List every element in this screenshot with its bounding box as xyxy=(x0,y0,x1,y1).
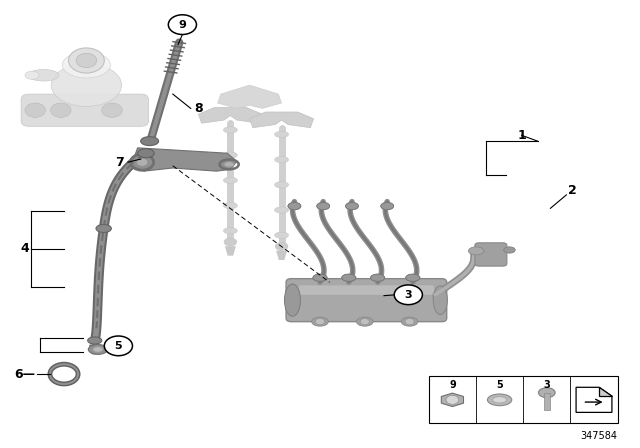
Text: 7: 7 xyxy=(115,155,124,169)
Ellipse shape xyxy=(313,274,327,281)
Ellipse shape xyxy=(275,232,289,238)
Circle shape xyxy=(104,336,132,356)
Text: 1: 1 xyxy=(517,129,526,142)
Ellipse shape xyxy=(288,202,301,210)
Ellipse shape xyxy=(493,397,507,403)
Circle shape xyxy=(394,285,422,305)
Text: 8: 8 xyxy=(194,102,203,115)
Ellipse shape xyxy=(28,69,59,81)
Text: 5: 5 xyxy=(115,341,122,351)
Ellipse shape xyxy=(317,202,330,210)
Ellipse shape xyxy=(371,274,385,281)
Bar xyxy=(543,392,550,409)
Ellipse shape xyxy=(224,238,237,246)
Text: 3: 3 xyxy=(404,290,412,300)
Ellipse shape xyxy=(406,274,420,281)
Ellipse shape xyxy=(223,202,237,209)
Polygon shape xyxy=(250,112,314,128)
Ellipse shape xyxy=(88,337,102,344)
Text: 3: 3 xyxy=(543,380,550,390)
Ellipse shape xyxy=(93,347,103,352)
Text: 2: 2 xyxy=(568,184,577,197)
Polygon shape xyxy=(225,246,236,255)
Ellipse shape xyxy=(401,317,418,326)
Circle shape xyxy=(25,103,45,117)
Ellipse shape xyxy=(223,152,237,158)
Ellipse shape xyxy=(223,177,237,184)
Circle shape xyxy=(102,103,122,117)
Ellipse shape xyxy=(223,228,237,234)
Circle shape xyxy=(136,158,148,166)
Text: 6—: 6— xyxy=(14,367,35,381)
Ellipse shape xyxy=(504,247,515,253)
Ellipse shape xyxy=(433,286,447,314)
Ellipse shape xyxy=(275,156,289,163)
Text: 347584: 347584 xyxy=(580,431,618,441)
Ellipse shape xyxy=(51,64,122,107)
FancyBboxPatch shape xyxy=(475,243,507,266)
Polygon shape xyxy=(576,387,612,412)
Polygon shape xyxy=(276,251,287,260)
Ellipse shape xyxy=(381,202,394,210)
Polygon shape xyxy=(198,108,262,123)
Ellipse shape xyxy=(406,274,420,281)
Ellipse shape xyxy=(138,149,154,158)
Text: 9: 9 xyxy=(449,380,456,390)
Ellipse shape xyxy=(488,394,512,406)
Circle shape xyxy=(446,396,459,405)
Polygon shape xyxy=(90,345,100,354)
Ellipse shape xyxy=(141,137,159,146)
Ellipse shape xyxy=(342,274,356,281)
Text: 9: 9 xyxy=(179,20,186,30)
Circle shape xyxy=(68,48,104,73)
Ellipse shape xyxy=(313,274,327,281)
Ellipse shape xyxy=(96,224,111,233)
FancyBboxPatch shape xyxy=(21,94,148,126)
Ellipse shape xyxy=(224,162,234,167)
Ellipse shape xyxy=(538,388,555,398)
Ellipse shape xyxy=(468,247,484,255)
Ellipse shape xyxy=(356,317,373,326)
Ellipse shape xyxy=(346,202,358,210)
Ellipse shape xyxy=(346,202,358,210)
Ellipse shape xyxy=(25,71,39,79)
Ellipse shape xyxy=(285,284,301,316)
Polygon shape xyxy=(133,148,237,171)
Ellipse shape xyxy=(275,207,289,213)
Polygon shape xyxy=(442,393,463,407)
Ellipse shape xyxy=(223,127,237,133)
Circle shape xyxy=(168,15,196,34)
Text: 5: 5 xyxy=(496,380,503,390)
Bar xyxy=(429,376,618,423)
Circle shape xyxy=(360,319,369,325)
Ellipse shape xyxy=(63,52,111,78)
Ellipse shape xyxy=(275,182,289,188)
Circle shape xyxy=(76,53,97,68)
Ellipse shape xyxy=(88,345,108,354)
Ellipse shape xyxy=(288,202,301,210)
Ellipse shape xyxy=(275,131,289,138)
Polygon shape xyxy=(599,387,612,396)
Text: 4: 4 xyxy=(20,242,29,255)
Ellipse shape xyxy=(371,274,385,281)
FancyBboxPatch shape xyxy=(299,285,434,295)
Circle shape xyxy=(405,319,414,325)
Ellipse shape xyxy=(312,317,328,326)
Ellipse shape xyxy=(381,202,394,210)
Ellipse shape xyxy=(275,242,288,250)
Polygon shape xyxy=(218,85,282,108)
FancyBboxPatch shape xyxy=(286,279,447,322)
Circle shape xyxy=(316,319,324,325)
Ellipse shape xyxy=(317,202,330,210)
Ellipse shape xyxy=(342,274,356,281)
Circle shape xyxy=(51,103,71,117)
